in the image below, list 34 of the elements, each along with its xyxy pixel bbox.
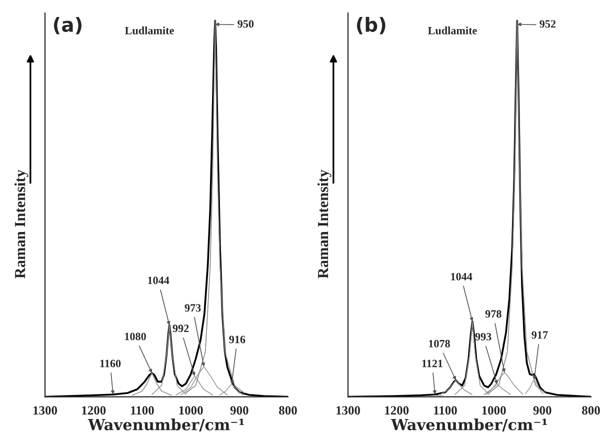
x-tick-label: 900 [533, 406, 552, 415]
annotation: 1044 [451, 272, 472, 280]
annotation: Ludlamite [428, 26, 477, 34]
y-axis-title: Raman Intensity [317, 170, 332, 278]
x-tick-label: 1000 [179, 406, 203, 415]
x-tick-label: 1200 [82, 406, 106, 415]
x-axis-title: Wavenumber/cm⁻¹ [88, 418, 244, 432]
annotation: 1121 [422, 360, 442, 368]
annotation: 978 [485, 310, 502, 318]
x-tick-label: 800 [279, 406, 297, 415]
annotation: 993 [475, 332, 492, 340]
x-tick-label: 1300 [34, 406, 58, 415]
annotation: 992 [172, 324, 189, 332]
chart-title: (b) [356, 16, 386, 34]
annotation: 1160 [100, 360, 121, 368]
x-tick-label: 1300 [336, 406, 360, 415]
annotation: 973 [184, 304, 201, 312]
x-axis-title: Wavenumber/cm⁻¹ [390, 418, 547, 432]
annotation: 1044 [148, 276, 170, 284]
x-tick-label: 1200 [385, 406, 409, 415]
x-tick-label: 900 [230, 406, 248, 415]
annotation: Ludlamite [124, 26, 174, 34]
x-tick-label: 1100 [434, 406, 457, 415]
x-tick-label: 1100 [131, 406, 154, 415]
annotation: 917 [532, 331, 548, 339]
x-tick-label: 800 [582, 406, 600, 415]
chart-title: (a) [54, 16, 82, 34]
annotation: 916 [229, 336, 246, 344]
annotation: 1080 [125, 332, 146, 340]
annotation: 950 [238, 20, 254, 28]
annotation: 952 [540, 20, 556, 28]
annotation: 1078 [429, 340, 450, 348]
y-axis-title: Raman Intensity [14, 170, 28, 278]
x-tick-label: 1000 [482, 406, 506, 415]
